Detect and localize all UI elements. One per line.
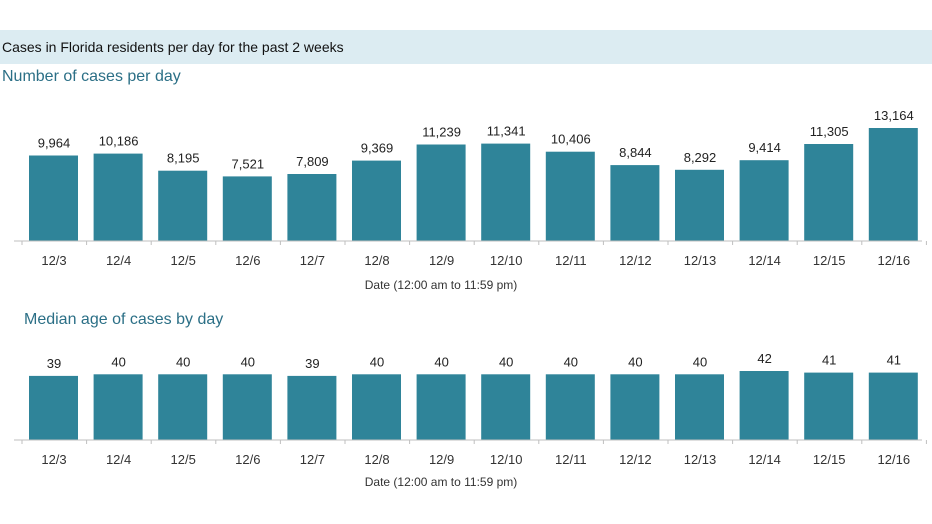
- data-label: 40: [370, 354, 384, 369]
- bar: [158, 374, 208, 440]
- data-label: 41: [887, 353, 901, 368]
- x-tick-label: 12/6: [235, 253, 260, 268]
- data-label: 11,239: [422, 125, 461, 140]
- x-tick-label: 12/13: [684, 253, 717, 268]
- bar: [287, 375, 337, 440]
- bar: [610, 374, 660, 440]
- data-label: 7,521: [232, 156, 265, 171]
- data-label: 42: [757, 351, 771, 366]
- x-tick-label: 12/12: [619, 452, 652, 467]
- bar: [158, 170, 208, 241]
- data-label: 40: [628, 354, 642, 369]
- x-tick-label: 12/16: [878, 452, 911, 467]
- x-tick-label: 12/12: [619, 253, 652, 268]
- bar: [93, 374, 143, 440]
- x-tick-label: 12/13: [684, 452, 717, 467]
- cases-chart-title: Number of cases per day: [2, 68, 181, 85]
- data-label: 40: [499, 354, 513, 369]
- x-tick-label: 12/6: [235, 452, 260, 467]
- bar: [287, 174, 337, 241]
- bar: [804, 144, 854, 241]
- x-tick-label: 12/10: [490, 253, 523, 268]
- x-tick-label: 12/4: [106, 253, 131, 268]
- x-tick-label: 12/8: [364, 452, 389, 467]
- x-tick-label: 12/3: [41, 253, 66, 268]
- bar: [481, 143, 531, 241]
- x-tick-label: 12/11: [555, 452, 587, 467]
- data-label: 40: [564, 354, 578, 369]
- bar: [416, 144, 466, 241]
- bar: [352, 374, 401, 440]
- data-label: 9,414: [748, 140, 781, 155]
- x-tick-label: 12/15: [813, 452, 846, 467]
- data-label: 41: [822, 353, 836, 368]
- bar: [416, 374, 466, 440]
- bar: [222, 374, 272, 440]
- page-title: Cases in Florida residents per day for t…: [2, 39, 344, 55]
- data-label: 11,305: [810, 124, 849, 139]
- age-chart-title: Median age of cases by day: [24, 311, 224, 328]
- x-tick-label: 12/15: [813, 253, 846, 268]
- data-label: 40: [693, 354, 707, 369]
- bar: [545, 151, 595, 241]
- data-label: 8,195: [167, 151, 200, 166]
- data-label: 7,809: [296, 154, 329, 169]
- bar: [545, 374, 595, 440]
- bar: [804, 372, 854, 440]
- data-label: 40: [176, 354, 190, 369]
- data-label: 8,292: [684, 150, 717, 165]
- x-tick-label: 12/16: [878, 253, 911, 268]
- bar: [739, 371, 789, 440]
- x-tick-label: 12/9: [429, 452, 454, 467]
- data-label: 13,164: [874, 108, 914, 123]
- x-tick-label: 12/5: [171, 452, 196, 467]
- data-label: 10,186: [99, 134, 139, 149]
- bar: [610, 165, 660, 241]
- bar: [29, 155, 78, 241]
- data-label: 9,964: [38, 136, 71, 151]
- bar: [675, 169, 724, 241]
- cases-per-day-chart: 9,964 12/3 10,186 12/4 8,195 12/5 7,521 12/6 7,8…: [14, 108, 927, 292]
- data-label: 8,844: [619, 145, 652, 160]
- bar: [481, 374, 531, 440]
- bar: [675, 374, 724, 440]
- x-tick-label: 12/8: [364, 253, 389, 268]
- data-label: 9,369: [361, 141, 394, 156]
- data-label: 11,341: [487, 124, 526, 139]
- x-tick-label: 12/7: [300, 253, 325, 268]
- x-tick-label: 12/4: [106, 452, 131, 467]
- x-tick-label: 12/5: [171, 253, 196, 268]
- bar: [739, 160, 789, 241]
- x-tick-label: 12/14: [748, 253, 781, 268]
- data-label: 40: [434, 354, 448, 369]
- bar: [352, 160, 401, 241]
- x-tick-label: 12/10: [490, 452, 523, 467]
- x-tick-label: 12/7: [300, 452, 325, 467]
- bar: [29, 375, 78, 440]
- data-label: 40: [241, 354, 255, 369]
- bar: [93, 153, 143, 241]
- x-axis-label: Date (12:00 am to 11:59 pm): [365, 278, 518, 292]
- median-age-chart: 39 12/3 40 12/4 40 12/5 40 12/6 39 12/7 40 12/8 40 12…: [14, 351, 927, 489]
- data-label: 10,406: [551, 132, 591, 147]
- x-tick-label: 12/11: [555, 253, 587, 268]
- data-label: 39: [47, 356, 61, 371]
- bar: [868, 372, 918, 440]
- x-axis-label: Date (12:00 am to 11:59 pm): [365, 475, 518, 489]
- data-label: 40: [111, 354, 125, 369]
- data-label: 39: [305, 356, 319, 371]
- bar: [222, 176, 272, 241]
- bar: [868, 128, 918, 241]
- x-tick-label: 12/9: [429, 253, 454, 268]
- title-banner: Cases in Florida residents per day for t…: [0, 30, 932, 64]
- x-tick-label: 12/14: [748, 452, 781, 467]
- x-tick-label: 12/3: [41, 452, 66, 467]
